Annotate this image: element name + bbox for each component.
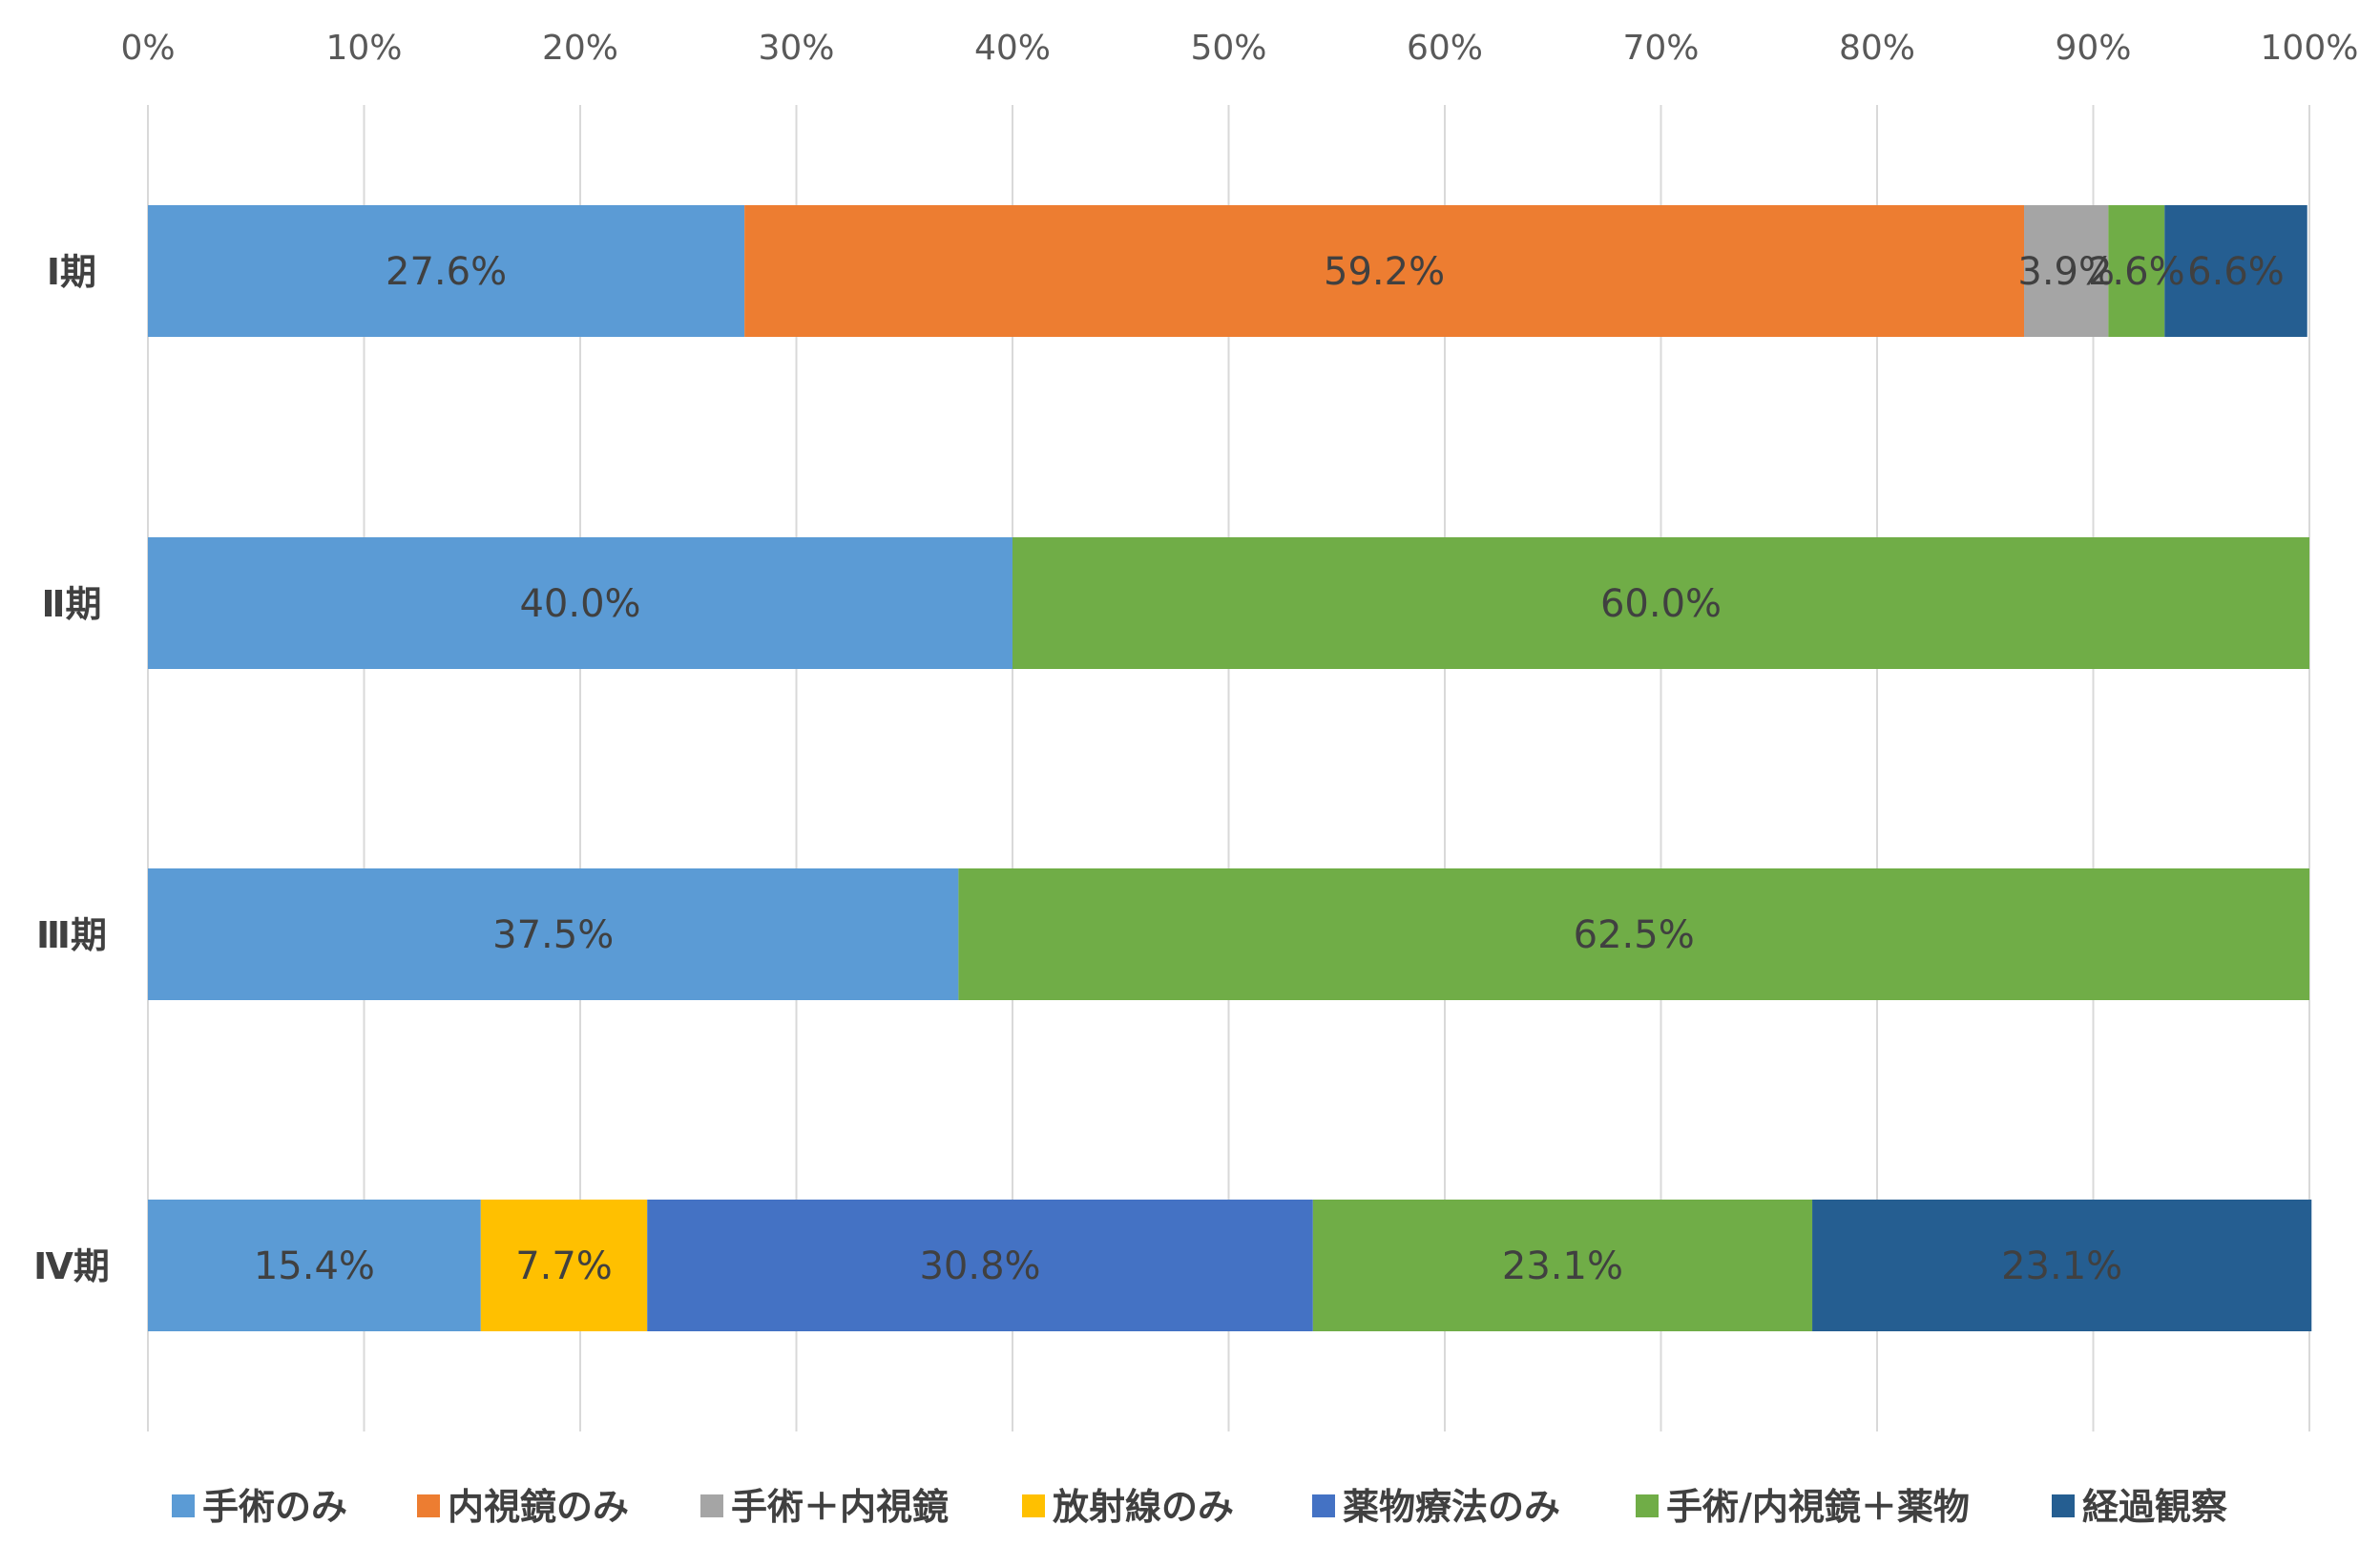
data-label: 6.6%	[2187, 250, 2285, 294]
legend-entry: 経過観察	[2082, 1486, 2227, 1528]
data-label: 62.5%	[1574, 913, 1695, 957]
legend-swatch	[2052, 1494, 2075, 1517]
category-label: Ⅰ期	[47, 251, 96, 293]
bar-segment	[744, 205, 2025, 337]
data-labels: 27.6% 59.2% 3.9%2.6% 6.6% 40.0% 60.0% 37.5% 62.…	[254, 250, 2285, 1288]
legend-entry: 薬物療法のみ	[1343, 1486, 1560, 1528]
category-labels: Ⅰ期 Ⅱ期 Ⅲ期 Ⅳ期	[33, 251, 110, 1287]
category-label: Ⅱ期	[41, 583, 101, 625]
category-label: Ⅲ期	[36, 914, 107, 956]
bar-segment	[2108, 205, 2165, 337]
bar-segment	[958, 868, 2309, 1000]
x-tick-label: 50%	[1190, 29, 1266, 68]
bar-segment	[148, 1200, 481, 1331]
legend-entry: 手術＋内視鏡	[731, 1486, 949, 1528]
bar-segment	[480, 1200, 648, 1331]
bar-segment	[647, 1200, 1313, 1331]
data-label: 40.0%	[519, 582, 640, 626]
x-tick-label: 100%	[2261, 29, 2359, 68]
bar-segment	[148, 537, 1013, 669]
x-tick-label: 0%	[120, 29, 175, 68]
x-tick-label: 60%	[1407, 29, 1483, 68]
x-tick-label: 90%	[2055, 29, 2131, 68]
category-label: Ⅳ期	[33, 1245, 110, 1287]
legend-swatch	[1312, 1494, 1335, 1517]
legend-swatch	[1636, 1494, 1659, 1517]
bar-segment	[1312, 1200, 1813, 1331]
data-label: 23.1%	[2001, 1244, 2122, 1288]
bar-segment	[148, 868, 959, 1000]
bar-segment	[1812, 1200, 2312, 1331]
data-label: 27.6%	[386, 250, 507, 294]
data-label: 3.9%	[2017, 250, 2115, 294]
x-tick-label: 30%	[758, 29, 834, 68]
x-tick-label: 10%	[325, 29, 402, 68]
x-tick-label: 20%	[542, 29, 618, 68]
legend-entry: 手術のみ	[202, 1486, 347, 1528]
legend-swatch	[700, 1494, 723, 1517]
x-tick-label: 80%	[1839, 29, 1915, 68]
bar-segment	[1013, 537, 2309, 669]
legend: 手術のみ 内視鏡のみ 手術＋内視鏡 放射線のみ 薬物療法のみ 手術/内視鏡＋薬物 経過観察	[172, 1486, 2227, 1528]
x-tick-labels: 0% 10% 20% 30% 40% 50% 60% 70% 80% 90% 100%	[120, 29, 2358, 68]
data-label: 30.8%	[919, 1244, 1040, 1288]
data-label: 60.0%	[1600, 582, 1722, 626]
data-label: 37.5%	[492, 913, 614, 957]
data-label: 7.7%	[515, 1244, 613, 1288]
data-label: 23.1%	[1502, 1244, 1623, 1288]
legend-entry: 手術/内視鏡＋薬物	[1666, 1486, 1970, 1528]
legend-entry: 内視鏡のみ	[448, 1486, 629, 1528]
data-label: 59.2%	[1324, 250, 1445, 294]
legend-swatch	[417, 1494, 440, 1517]
bar-segment	[2164, 205, 2307, 337]
bar-segment	[148, 205, 745, 337]
bar-segment	[2024, 205, 2109, 337]
legend-swatch	[1022, 1494, 1045, 1517]
x-tick-label: 70%	[1622, 29, 1699, 68]
x-tick-label: 40%	[974, 29, 1051, 68]
bars	[148, 205, 2312, 1331]
legend-swatch	[172, 1494, 195, 1517]
data-label: 2.6%	[2088, 250, 2185, 294]
data-label: 15.4%	[254, 1244, 375, 1288]
legend-entry: 放射線のみ	[1053, 1486, 1234, 1528]
